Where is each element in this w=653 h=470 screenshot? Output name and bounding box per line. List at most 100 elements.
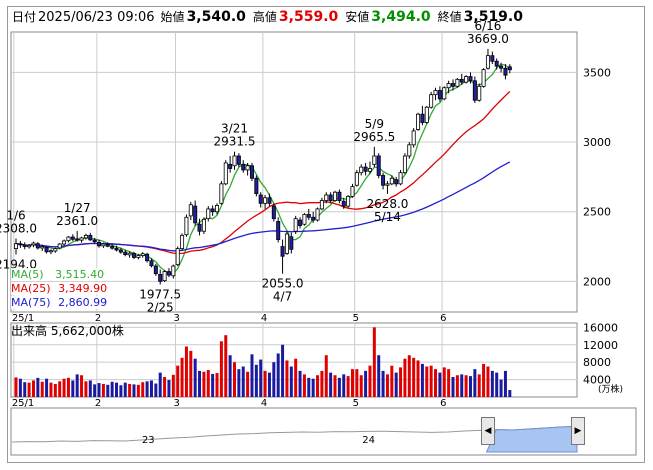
volume-bar [123,382,127,397]
candle-body [499,65,504,69]
candle-body [442,87,447,100]
candle-body [363,166,368,172]
volume-bar [141,382,145,397]
candle-body [22,244,27,247]
candle-body [245,165,250,171]
volume-bar [285,360,289,397]
candle-body [114,247,119,251]
candle-body [302,214,307,225]
volume-bar [425,366,429,397]
candle-body [18,243,23,246]
ma5-legend: MA(5) 3,515.40 [11,268,105,281]
candle-body [215,205,220,213]
volume-bar [468,376,472,397]
close-label: 終値 [437,10,462,24]
price-annotation: 2/25 [147,300,174,314]
navigator-left-handle[interactable]: ◀ [481,417,495,445]
volume-bar [171,374,175,397]
ma25-legend-value: 3,349.90 [58,282,108,295]
price-annotation: 4/7 [273,290,292,304]
volume-bar [193,358,197,397]
volume-bar [18,378,22,397]
volume-bar [272,362,276,397]
price-panel [10,31,578,313]
price-annotation: 1/27 [64,201,91,215]
high-value: 3,559.0 [278,9,339,25]
candle-body [346,195,351,207]
volume-bar [106,384,110,397]
candle-body [477,85,482,101]
volume-bar [403,358,407,397]
volume-bar [189,350,193,397]
ma75-legend-value: 2,860.99 [58,296,108,309]
volume-bar [390,365,394,397]
candle-body [503,67,508,76]
volume-bar [346,376,350,397]
volume-bar [385,374,389,397]
candle-body [315,208,320,221]
navigator-right-handle[interactable]: ▶ [571,417,585,445]
volume-bar [302,374,306,397]
volume-bar [460,374,464,397]
volume-tick-label: 8000 [583,356,611,369]
volume-bar [377,355,381,397]
candle-body [494,60,499,67]
volume-bar [429,365,433,397]
volume-bar [407,355,411,397]
volume-bar [289,366,293,397]
datetime-value: 2025/06/23 09:06 [38,10,155,25]
candle-body [44,246,49,253]
candle-body [158,273,163,282]
month-label: 3 [174,313,180,324]
volume-bar [329,372,333,397]
ma5-legend-label: MA(5) [11,268,44,281]
volume-bar [350,369,354,397]
volume-bar [281,344,285,397]
candle-body [258,194,263,204]
volume-bar [254,364,258,397]
candle-body [450,83,455,87]
volume-bar [337,377,341,397]
volume-bar [66,377,70,397]
candle-body [31,242,36,246]
price-annotation: 2628.0 [366,197,408,211]
candle-body [354,172,359,186]
volume-bar [298,370,302,397]
low-label: 安値 [345,10,370,24]
volume-bar [215,373,219,397]
candle-body [123,251,128,256]
volume-bar [202,371,206,397]
candle-body [97,241,102,247]
candle-body [70,236,75,240]
volume-bar [372,327,376,397]
month-label: 2 [95,398,101,409]
candle-body [276,221,281,240]
volume-bar [115,382,119,397]
volume-bar [381,370,385,397]
volume-bar [62,378,66,397]
price-tick-label: 2500 [583,206,611,219]
price-annotation: 5/14 [374,210,401,224]
candle-body [350,186,355,197]
volume-bar [149,380,153,397]
volume-bar [80,375,84,397]
ma25-legend-label: MA(25) [11,282,51,295]
candle-body [180,234,185,250]
candle-body [271,205,276,220]
candle-body [381,175,386,186]
candle-body [48,250,53,253]
candle-body [184,216,189,236]
candle-body [328,194,333,201]
candle-body [53,248,58,252]
candle-body [66,236,71,242]
volume-bar [267,372,271,397]
candle-body [40,246,45,249]
navigator-year-label: 23 [142,435,155,446]
candle-body [333,191,338,201]
candle-body [223,162,228,185]
candle-body [481,69,486,87]
candle-body [193,205,198,224]
volume-bar [75,374,79,397]
volume-bar [136,384,140,397]
